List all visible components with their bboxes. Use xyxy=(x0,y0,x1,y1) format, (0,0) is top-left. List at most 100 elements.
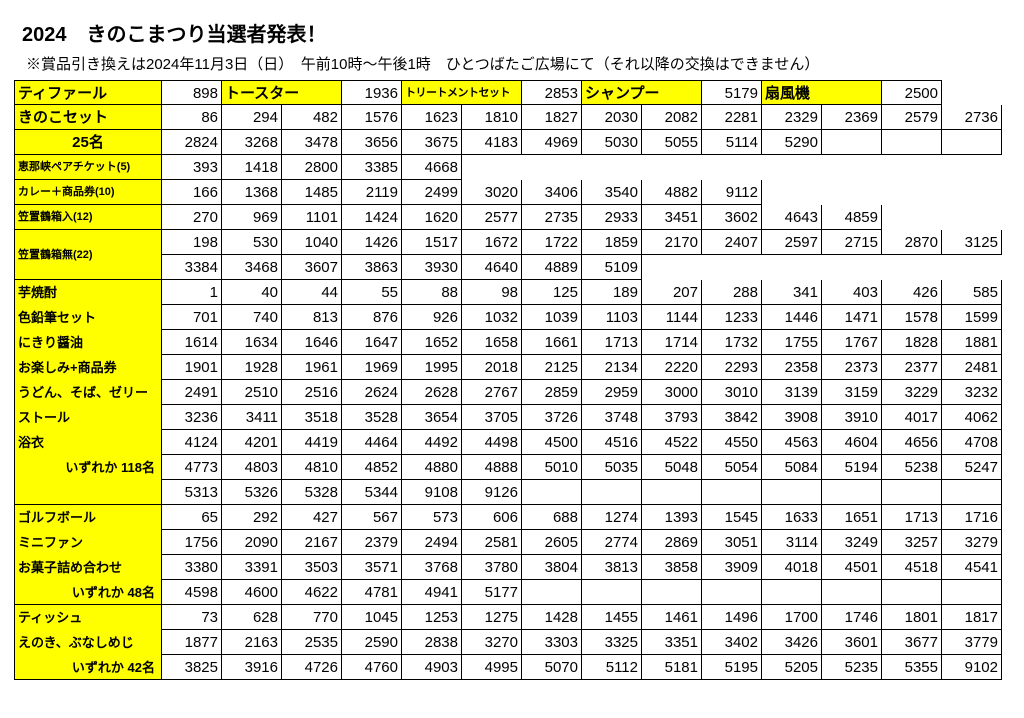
prize-header: トースター xyxy=(222,80,342,105)
blk118-label: うどん、そば、ゼリー xyxy=(14,380,162,405)
blk48-label: お菓子詰め合わせ xyxy=(14,555,162,580)
num-cell: 4656 xyxy=(882,430,942,455)
num-cell: 2379 xyxy=(342,530,402,555)
num-cell: 1578 xyxy=(882,305,942,330)
num-cell: 1623 xyxy=(402,105,462,130)
num-cell: 44 xyxy=(282,280,342,305)
num-cell: 701 xyxy=(162,305,222,330)
num-cell: 65 xyxy=(162,505,222,530)
blank-cell xyxy=(762,255,822,280)
num-cell: 2516 xyxy=(282,380,342,405)
num-cell: 4622 xyxy=(282,580,342,605)
num-cell: 3268 xyxy=(222,130,282,155)
num-cell: 2628 xyxy=(402,380,462,405)
curry-label: カレー＋商品券(10) xyxy=(14,180,162,205)
num-cell: 1859 xyxy=(582,230,642,255)
num-cell: 2736 xyxy=(942,105,1002,130)
num-cell: 3858 xyxy=(642,555,702,580)
blank-cell xyxy=(882,205,942,230)
num-cell: 86 xyxy=(162,105,222,130)
num-cell: 4017 xyxy=(882,405,942,430)
num-cell: 628 xyxy=(222,605,282,630)
num-cell: 1767 xyxy=(822,330,882,355)
num-cell: 9126 xyxy=(462,480,522,505)
page-title: 2024 きのこまつり当選者発表！ xyxy=(22,18,1010,47)
num-cell: 4995 xyxy=(462,655,522,680)
blank-cell xyxy=(822,255,882,280)
num-cell: 341 xyxy=(762,280,822,305)
num-cell: 5355 xyxy=(882,655,942,680)
num-cell: 4941 xyxy=(402,580,462,605)
num-cell: 813 xyxy=(282,305,342,330)
num-cell: 3402 xyxy=(702,630,762,655)
num-cell: 1455 xyxy=(582,605,642,630)
blk118-label: 色鉛筆セット xyxy=(14,305,162,330)
prize-number: 2853 xyxy=(522,80,582,105)
num-cell: 2535 xyxy=(282,630,342,655)
num-cell: 3249 xyxy=(822,530,882,555)
num-cell: 2373 xyxy=(822,355,882,380)
num-cell: 3528 xyxy=(342,405,402,430)
blank-cell xyxy=(882,255,942,280)
num-cell: 4969 xyxy=(522,130,582,155)
num-cell: 4803 xyxy=(222,455,282,480)
num-cell: 4522 xyxy=(642,430,702,455)
num-cell: 606 xyxy=(462,505,522,530)
num-cell: 3478 xyxy=(282,130,342,155)
blk42-label: ティッシュ xyxy=(14,605,162,630)
num-cell: 926 xyxy=(402,305,462,330)
num-cell: 4541 xyxy=(942,555,1002,580)
num-cell: 1810 xyxy=(462,105,522,130)
num-cell: 2491 xyxy=(162,380,222,405)
blk118-label: いずれか 118名 xyxy=(14,455,162,480)
num-cell: 585 xyxy=(942,280,1002,305)
num-cell: 1732 xyxy=(702,330,762,355)
num-cell: 2624 xyxy=(342,380,402,405)
num-cell: 5195 xyxy=(702,655,762,680)
blank-cell xyxy=(582,155,642,180)
num-cell: 1755 xyxy=(762,330,822,355)
num-cell: 1620 xyxy=(402,205,462,230)
num-cell: 3540 xyxy=(582,180,642,205)
num-cell: 5247 xyxy=(942,455,1002,480)
num-cell: 3705 xyxy=(462,405,522,430)
num-cell: 2870 xyxy=(882,230,942,255)
num-cell: 2774 xyxy=(582,530,642,555)
ena-label: 恵那峡ペアチケット(5) xyxy=(14,155,162,180)
num-cell: 4760 xyxy=(342,655,402,680)
num-cell xyxy=(882,130,942,155)
prize-header: ティファール xyxy=(14,80,162,105)
num-cell: 4500 xyxy=(522,430,582,455)
num-cell: 393 xyxy=(162,155,222,180)
num-cell: 3804 xyxy=(522,555,582,580)
num-cell: 3139 xyxy=(762,380,822,405)
num-cell: 3916 xyxy=(222,655,282,680)
num-cell: 270 xyxy=(162,205,222,230)
num-cell: 2358 xyxy=(762,355,822,380)
blank-cell xyxy=(942,155,1002,180)
prize-number: 2500 xyxy=(882,80,942,105)
num-cell: 2018 xyxy=(462,355,522,380)
num-cell: 3114 xyxy=(762,530,822,555)
num-cell: 1545 xyxy=(702,505,762,530)
num-cell: 2134 xyxy=(582,355,642,380)
num-cell: 4903 xyxy=(402,655,462,680)
prize-number: 5179 xyxy=(702,80,762,105)
num-cell: 3863 xyxy=(342,255,402,280)
num-cell xyxy=(942,580,1002,605)
num-cell: 5070 xyxy=(522,655,582,680)
num-cell xyxy=(702,480,762,505)
num-cell: 5084 xyxy=(762,455,822,480)
num-cell: 1446 xyxy=(762,305,822,330)
num-cell xyxy=(822,130,882,155)
winners-table: ティファール898トースター1936トリートメントセット2853シャンプー517… xyxy=(14,80,1010,680)
num-cell xyxy=(822,480,882,505)
num-cell: 770 xyxy=(282,605,342,630)
num-cell: 3325 xyxy=(582,630,642,655)
num-cell: 1746 xyxy=(822,605,882,630)
num-cell xyxy=(942,480,1002,505)
num-cell: 1032 xyxy=(462,305,522,330)
num-cell xyxy=(882,580,942,605)
num-cell: 1461 xyxy=(642,605,702,630)
num-cell: 292 xyxy=(222,505,282,530)
